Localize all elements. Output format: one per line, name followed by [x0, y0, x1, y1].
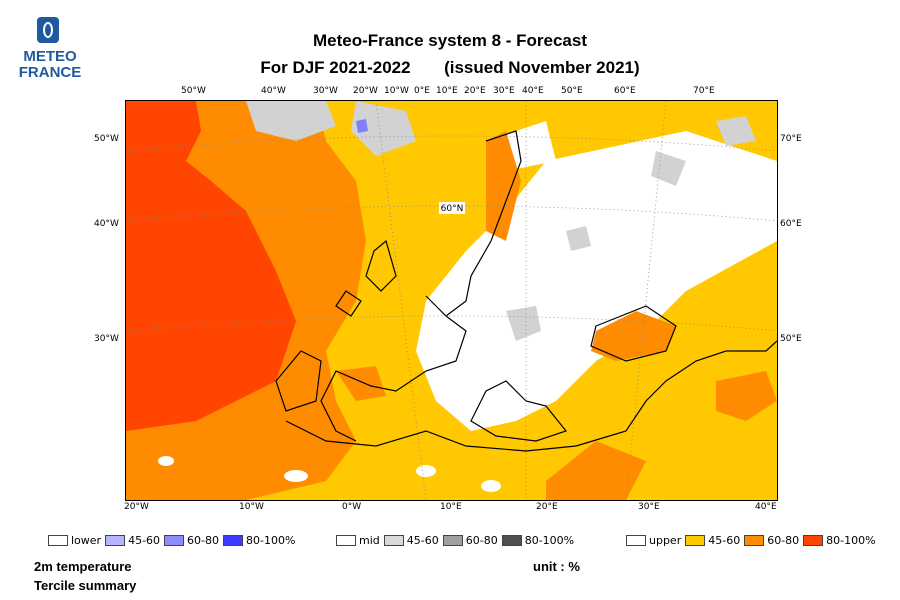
map-svg: 60°N: [126, 101, 777, 500]
top-lon-label: 50°W: [181, 86, 206, 96]
legend-mid-b2: 60-80: [465, 534, 498, 547]
legend-mid-b3: 80-100%: [524, 534, 575, 547]
no-signal-area: [416, 131, 777, 431]
legend-upper: upper 45-60 60-80 80-100%: [626, 534, 880, 547]
right-lat-label: 70°E: [780, 134, 802, 144]
swatch-lower-80-100: [223, 535, 244, 546]
meteo-france-logo-text: METEO FRANCE: [12, 49, 88, 81]
top-lon-label: 10°W: [384, 86, 409, 96]
lat-label-60n: 60°N: [441, 204, 464, 214]
variable-label: 2m temperature: [34, 559, 132, 574]
legend-lower: lower 45-60 60-80 80-100%: [48, 534, 299, 547]
tercile-map: 60°N: [125, 100, 778, 501]
upper-60-80-area: [336, 366, 386, 401]
legend-upper-label: upper: [649, 534, 682, 547]
left-lat-label: 30°W: [94, 334, 119, 344]
top-lon-label: 30°E: [493, 86, 515, 96]
bottom-lon-label: 20°E: [536, 502, 558, 512]
right-lat-label: 50°E: [780, 334, 802, 344]
swatch-mid-white: [336, 535, 356, 546]
no-signal-area: [481, 480, 501, 492]
top-lon-label: 30°W: [313, 86, 338, 96]
swatch-mid-45-60: [383, 535, 404, 546]
swatch-upper-60-80: [744, 535, 765, 546]
upper-60-80-area: [716, 371, 777, 421]
coastlines: [275, 130, 777, 452]
left-lat-label: 40°W: [94, 219, 119, 229]
mid-45-60-area: [351, 101, 416, 156]
top-lon-label: 40°W: [261, 86, 286, 96]
mid-45-60-area: [246, 101, 336, 141]
swatch-mid-60-80: [442, 535, 463, 546]
mid-45-60-area: [716, 116, 756, 146]
mid-45-60-area: [651, 151, 686, 186]
no-signal-area: [416, 465, 436, 477]
upper-60-80-area: [486, 131, 521, 241]
unit-label: unit : %: [533, 559, 580, 574]
legend-lower-b3: 80-100%: [246, 534, 296, 547]
bottom-lon-label: 10°E: [440, 502, 462, 512]
bottom-lon-label: 40°E: [755, 502, 777, 512]
upper-80-100-area: [126, 101, 296, 431]
top-lon-label: 70°E: [693, 86, 715, 96]
swatch-mid-80-100: [501, 535, 522, 546]
legend-mid-label: mid: [359, 534, 380, 547]
swatch-upper-45-60: [685, 535, 706, 546]
lower-60-80-area: [356, 119, 368, 133]
bottom-lon-label: 30°E: [638, 502, 660, 512]
top-lon-label: 0°E: [414, 86, 430, 96]
top-lon-label: 20°E: [464, 86, 486, 96]
legend-lower-label: lower: [71, 534, 102, 547]
bottom-lon-label: 20°W: [124, 502, 149, 512]
mid-45-60-area: [506, 306, 541, 341]
swatch-upper-white: [626, 535, 646, 546]
logo-line2: FRANCE: [18, 64, 82, 81]
title-line1: Meteo-France system 8 - Forecast: [313, 31, 587, 50]
legend-upper-b3: 80-100%: [826, 534, 876, 547]
right-lat-label: 60°E: [780, 219, 802, 229]
legend-upper-b2: 60-80: [767, 534, 800, 547]
top-lon-label: 20°W: [353, 86, 378, 96]
legend-lower-b2: 60-80: [187, 534, 220, 547]
no-signal-area: [158, 456, 174, 466]
meteo-france-logo-icon: [37, 17, 59, 43]
legend-mid-b1: 45-60: [406, 534, 439, 547]
summary-label: Tercile summary: [34, 578, 137, 593]
graticule: [126, 101, 777, 500]
logo-line1: METEO: [23, 48, 77, 65]
title-period: For DJF 2021-2022: [260, 58, 411, 77]
legend-upper-b1: 45-60: [708, 534, 741, 547]
title-line2: For DJF 2021-2022 (issued November 2021): [200, 58, 700, 78]
bottom-lon-label: 10°W: [239, 502, 264, 512]
bottom-lon-label: 0°W: [342, 502, 362, 512]
upper-60-80-area: [546, 441, 646, 500]
swatch-lower-white: [48, 535, 68, 546]
lat-label-box: [439, 202, 465, 214]
swatch-lower-60-80: [164, 535, 185, 546]
mid-45-60-area: [566, 226, 591, 251]
title-issued: (issued November 2021): [444, 58, 640, 77]
swatch-upper-80-100: [803, 535, 824, 546]
no-signal-area: [284, 470, 308, 482]
swatch-lower-45-60: [105, 535, 126, 546]
top-lon-label: 10°E: [436, 86, 458, 96]
left-lat-label: 50°W: [94, 134, 119, 144]
top-lon-label: 40°E: [522, 86, 544, 96]
top-lon-label: 50°E: [561, 86, 583, 96]
upper-60-80-area: [591, 311, 676, 361]
legend-lower-b1: 45-60: [128, 534, 161, 547]
top-lon-label: 60°E: [614, 86, 636, 96]
legend-mid: mid 45-60 60-80 80-100%: [336, 534, 578, 547]
